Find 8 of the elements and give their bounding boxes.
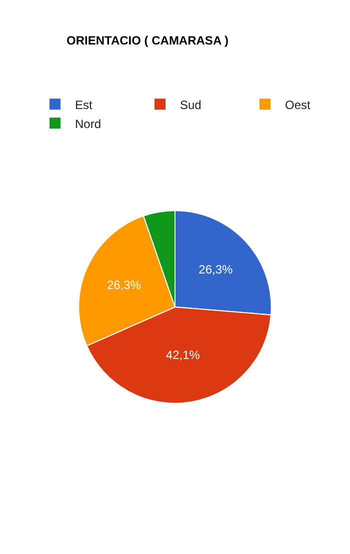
legend-label: Nord <box>75 116 102 131</box>
data-label: 26,3% <box>198 262 233 276</box>
chart-title: ORIENTACIO ( CAMARASA ) <box>66 33 228 48</box>
legend-label: Est <box>75 98 94 112</box>
data-label: 42,1% <box>166 348 200 362</box>
data-label: 26,3% <box>106 278 142 292</box>
legend-label: Sud <box>180 98 202 112</box>
legend-label: Oest <box>285 98 312 112</box>
